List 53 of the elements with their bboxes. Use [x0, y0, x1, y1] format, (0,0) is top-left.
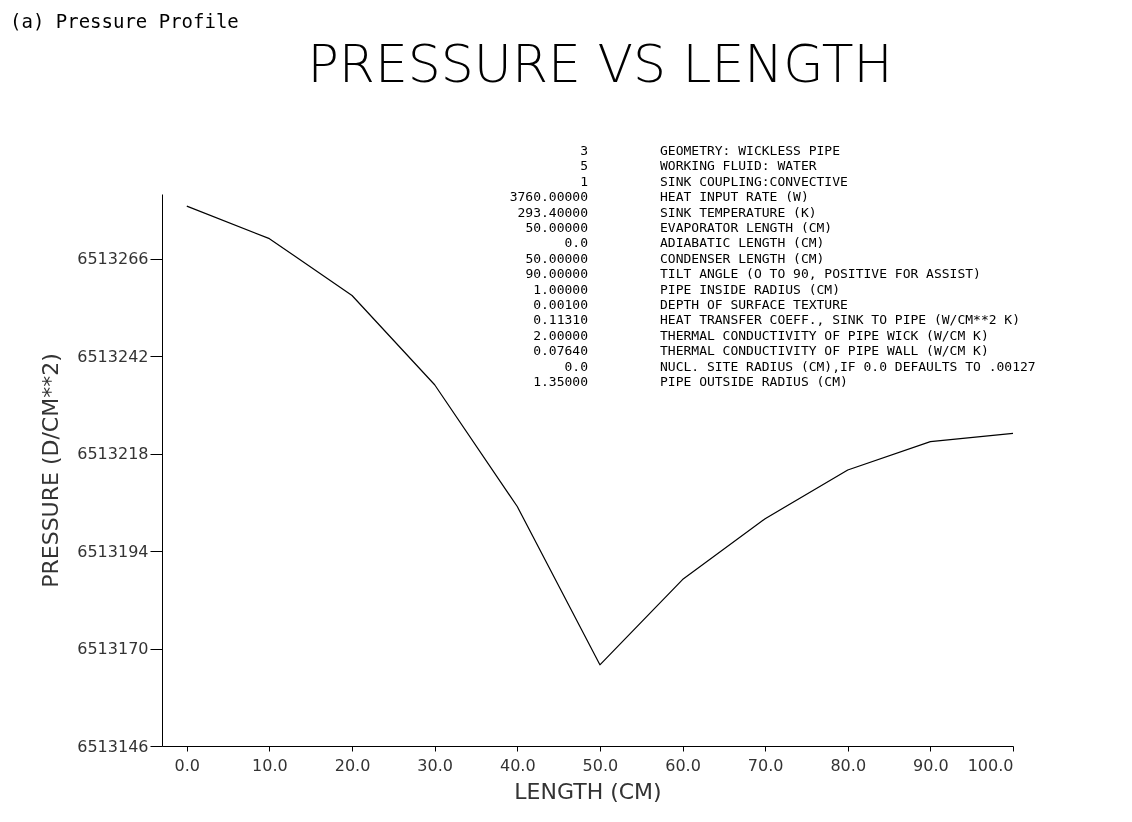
y-tick-label: 6513218 — [77, 444, 149, 464]
y-tick-label: 6513170 — [77, 639, 149, 659]
annotation: PIPE INSIDE RADIUS (CM) — [660, 281, 841, 297]
x-axis-title: LENGTH (CM) — [514, 778, 662, 804]
text: 5 — [580, 158, 588, 174]
y-tick-label: 6513266 — [77, 249, 149, 269]
text: SINK COUPLING:CONVECTIVE — [660, 173, 848, 189]
annotation: 0.0 — [564, 235, 588, 251]
text: GEOMETRY: WICKLESS PIPE — [660, 143, 841, 158]
chart-subtitle: PRESSURE VS LENGTH — [307, 34, 893, 94]
annotation: CONDENSER LENGTH (CM) — [660, 250, 825, 266]
annotation: 0.07640 — [533, 343, 588, 359]
x-tick-label: 10.0 — [252, 755, 288, 775]
annotation: 1.35000 — [533, 374, 588, 389]
annotation: ADIABATIC LENGTH (CM) — [660, 235, 825, 251]
x-tick-label: 30.0 — [417, 755, 453, 775]
annotation: 3760.00000 — [509, 189, 588, 205]
annotation: 1.00000 — [533, 281, 588, 297]
x-tick-label: 50.0 — [582, 755, 619, 775]
x-tick-label: 100.0 — [967, 755, 1014, 775]
annotation: DEPTH OF SURFACE TEXTURE — [660, 297, 848, 312]
annotation: NUCL. SITE RADIUS (CM),IF 0.0 DEFAULTS TO .00127 — [660, 358, 1036, 374]
annotation: THERMAL CONDUCTIVITY OF PIPE WICK (W/CM K) — [660, 327, 989, 343]
y-axis-title: PRESSURE (D/CM**2) — [38, 353, 64, 588]
text: 1 — [580, 173, 588, 189]
chart-title: (a) Pressure Profile — [10, 10, 239, 32]
annotation: 0.00100 — [533, 297, 588, 312]
annotation: EVAPORATOR LENGTH (CM) — [660, 220, 833, 235]
annotation: 90.00000 — [525, 266, 588, 282]
annotation: SINK TEMPERATURE (K) — [660, 204, 817, 220]
x-tick-label: 90.0 — [913, 755, 949, 775]
annotation: 50.00000 — [525, 220, 588, 235]
annotation: TILT ANGLE (O TO 90, POSITIVE FOR ASSIST) — [660, 266, 981, 282]
x-tick-label: 0.0 — [174, 755, 201, 775]
x-tick-label: 70.0 — [747, 755, 784, 775]
annotation: THERMAL CONDUCTIVITY OF PIPE WALL (W/CM K) — [660, 343, 989, 359]
y-tick-label: 6513146 — [77, 736, 149, 756]
annotation: 293.40000 — [517, 204, 588, 220]
y-tick-label: 6513242 — [77, 346, 149, 366]
text: WORKING FLUID: WATER — [660, 158, 817, 174]
x-tick-label: 40.0 — [499, 755, 536, 775]
annotation: 2.00000 — [533, 327, 588, 343]
x-tick-label: 20.0 — [334, 755, 371, 775]
annotation: PIPE OUTSIDE RADIUS (CM) — [660, 374, 848, 389]
x-tick-label: 80.0 — [830, 755, 867, 775]
y-tick-label: 6513194 — [77, 541, 149, 561]
text: 3 — [580, 143, 588, 158]
annotation: 50.00000 — [525, 250, 588, 266]
annotation: 0.11310 — [533, 312, 588, 328]
x-tick-label: 60.0 — [665, 755, 701, 775]
annotation: HEAT INPUT RATE (W) — [660, 189, 809, 205]
annotation: 0.0 — [564, 358, 588, 374]
annotation: HEAT TRANSFER COEFF., SINK TO PIPE (W/CM**2 K) — [660, 312, 1021, 328]
